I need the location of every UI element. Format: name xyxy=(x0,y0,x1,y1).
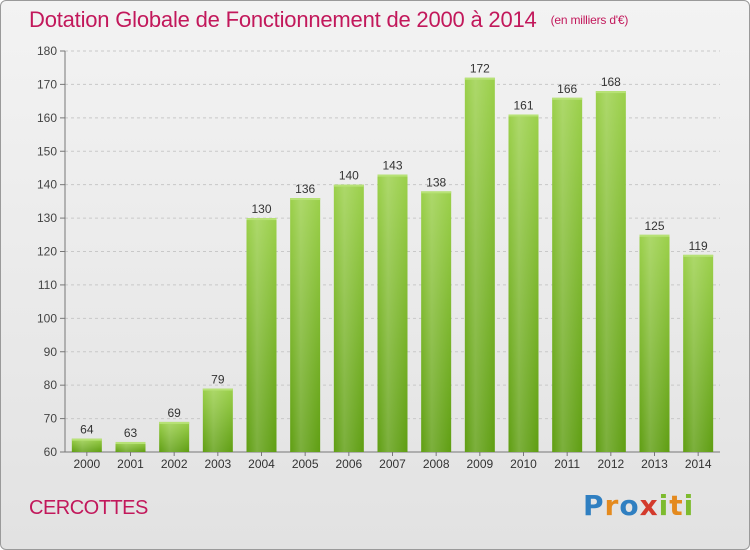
bar-top-edge xyxy=(159,421,190,424)
bar-top-edge xyxy=(595,91,626,94)
bar-highlight xyxy=(202,388,233,452)
y-tick-label: 180 xyxy=(37,44,57,58)
x-tick-label: 2012 xyxy=(597,457,624,471)
x-tick-label: 2004 xyxy=(248,457,275,471)
proxiti-logo-icon: Proxiti xyxy=(583,489,695,522)
data-label: 138 xyxy=(426,175,446,189)
y-tick-label: 140 xyxy=(37,178,57,192)
y-tick-label: 60 xyxy=(44,445,58,459)
y-tick-label: 100 xyxy=(37,311,57,325)
bar-top-edge xyxy=(290,198,321,201)
data-label: 161 xyxy=(513,98,533,112)
bar-top-edge xyxy=(508,114,539,117)
bar-highlight xyxy=(333,184,364,452)
bar-top-edge xyxy=(202,388,233,391)
y-tick-label: 90 xyxy=(44,345,58,359)
chart-title: Dotation Globale de Fonctionnement de 20… xyxy=(29,7,628,33)
y-tick-label: 120 xyxy=(37,245,57,259)
data-label: 143 xyxy=(382,159,402,173)
chart-unit: (en milliers d'€) xyxy=(550,13,629,27)
x-tick-label: 2007 xyxy=(379,457,406,471)
bar-highlight xyxy=(290,198,321,452)
x-tick-label: 2013 xyxy=(641,457,668,471)
bar-top-edge xyxy=(464,77,495,80)
bar-highlight xyxy=(71,438,102,452)
data-label: 140 xyxy=(339,169,359,183)
bar-highlight xyxy=(552,97,583,453)
bar-top-edge xyxy=(333,184,364,187)
x-tick-label: 2011 xyxy=(554,457,580,471)
data-label: 130 xyxy=(251,202,271,216)
bar-top-edge xyxy=(639,234,670,237)
data-label: 69 xyxy=(167,406,181,420)
y-tick-label: 130 xyxy=(37,211,57,225)
bar-highlight xyxy=(595,91,626,452)
data-label: 63 xyxy=(124,426,138,440)
y-tick-label: 80 xyxy=(44,378,58,392)
bars xyxy=(71,77,714,453)
bar-top-edge xyxy=(115,441,146,444)
y-tick-label: 150 xyxy=(37,144,57,158)
bar-highlight xyxy=(115,441,146,452)
x-tick-label: 2014 xyxy=(685,457,712,471)
data-label: 168 xyxy=(601,75,621,89)
bar-top-edge xyxy=(377,174,408,177)
x-tick-label: 2009 xyxy=(466,457,493,471)
x-tick-label: 2001 xyxy=(117,457,144,471)
x-tick-label: 2002 xyxy=(161,457,188,471)
y-tick-label: 110 xyxy=(38,278,57,292)
bar-top-edge xyxy=(683,254,714,257)
x-tick-label: 2005 xyxy=(292,457,319,471)
data-label: 172 xyxy=(470,62,490,76)
x-tick-label: 2000 xyxy=(73,457,100,471)
data-label: 79 xyxy=(211,373,225,387)
bar-top-edge xyxy=(246,218,277,221)
bar-highlight xyxy=(508,114,539,452)
data-label: 125 xyxy=(644,219,664,233)
x-tick-label: 2006 xyxy=(335,457,362,471)
bar-top-edge xyxy=(71,438,102,441)
bar-highlight xyxy=(246,218,277,452)
bar-top-edge xyxy=(421,191,452,194)
x-tick-label: 2010 xyxy=(510,457,537,471)
y-tick-label: 170 xyxy=(37,77,57,91)
x-tick-label: 2003 xyxy=(204,457,231,471)
commune-name: CERCOTTES xyxy=(29,497,148,519)
bar-top-edge xyxy=(552,97,583,100)
data-label: 64 xyxy=(80,423,94,437)
bar-highlight xyxy=(464,77,495,452)
bar-highlight xyxy=(683,254,714,452)
bar-highlight xyxy=(377,174,408,452)
data-label: 136 xyxy=(295,182,315,196)
bar-highlight xyxy=(159,421,190,452)
data-labels: 64 63 69 79 130 136 140 143 138 172 161 166 168 125 11… xyxy=(80,62,708,440)
x-tick-label: 2008 xyxy=(423,457,450,471)
y-tick-label: 160 xyxy=(37,111,57,125)
data-label: 166 xyxy=(557,82,577,96)
y-tick-label: 70 xyxy=(44,412,58,426)
bar-highlight xyxy=(421,191,452,452)
bar-highlight xyxy=(639,234,670,452)
chart-title-text: Dotation Globale de Fonctionnement de 20… xyxy=(29,7,537,32)
data-label: 119 xyxy=(689,239,708,253)
